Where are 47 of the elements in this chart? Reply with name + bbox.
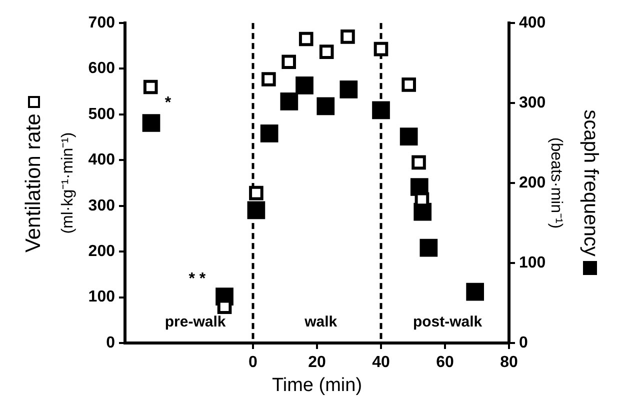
y2-tick-label: 300 [519, 94, 546, 112]
point [260, 124, 278, 142]
point [143, 80, 158, 94]
annotation: pre-walk [164, 313, 226, 330]
y-tick-label: 200 [88, 242, 116, 260]
point [412, 155, 426, 170]
x-tick-label: 0 [248, 354, 258, 372]
x-axis-title: Time (min) [272, 375, 362, 396]
point [142, 114, 160, 132]
annotation: * [164, 94, 172, 112]
y-tick-label: 400 [88, 152, 116, 169]
x-tick-label: 20 [308, 354, 326, 372]
y-tick-label: 600 [88, 60, 116, 78]
point [402, 78, 416, 92]
point [400, 128, 418, 146]
point [340, 30, 355, 44]
x-tick-label: 40 [372, 354, 390, 372]
point [298, 32, 314, 46]
point [466, 282, 484, 301]
point [340, 80, 358, 98]
point [262, 72, 276, 86]
point [374, 42, 388, 56]
point [249, 186, 264, 200]
point [282, 54, 296, 70]
y2-tick-label: 200 [519, 174, 546, 192]
point [247, 201, 266, 220]
y-axis-title: Ventilation rate (ml·kg⁻¹·min⁻¹) [22, 114, 76, 252]
y-tick-label: 0 [106, 334, 116, 352]
x-tick-label: 60 [436, 354, 454, 372]
point [296, 76, 314, 94]
y2-axis-title: scaph frequency (beats·min⁻¹) [548, 110, 602, 256]
x-tick-label: 80 [500, 354, 518, 372]
annotation: post-walk [412, 313, 483, 330]
point [280, 92, 298, 110]
y-tick-label: 500 [88, 106, 116, 123]
y2-tick-label: 0 [519, 334, 528, 352]
point [420, 238, 438, 257]
y-tick-label: 100 [88, 288, 116, 306]
y2-tick-label: 100 [519, 254, 546, 272]
point [372, 101, 390, 120]
point [316, 97, 335, 116]
point [319, 44, 334, 59]
annotation: * * [188, 270, 206, 288]
y-tick-label: 300 [88, 197, 116, 214]
annotation: walk [304, 313, 338, 330]
y-tick-label: 700 [88, 14, 116, 32]
y2-tick-label: 400 [519, 14, 546, 32]
